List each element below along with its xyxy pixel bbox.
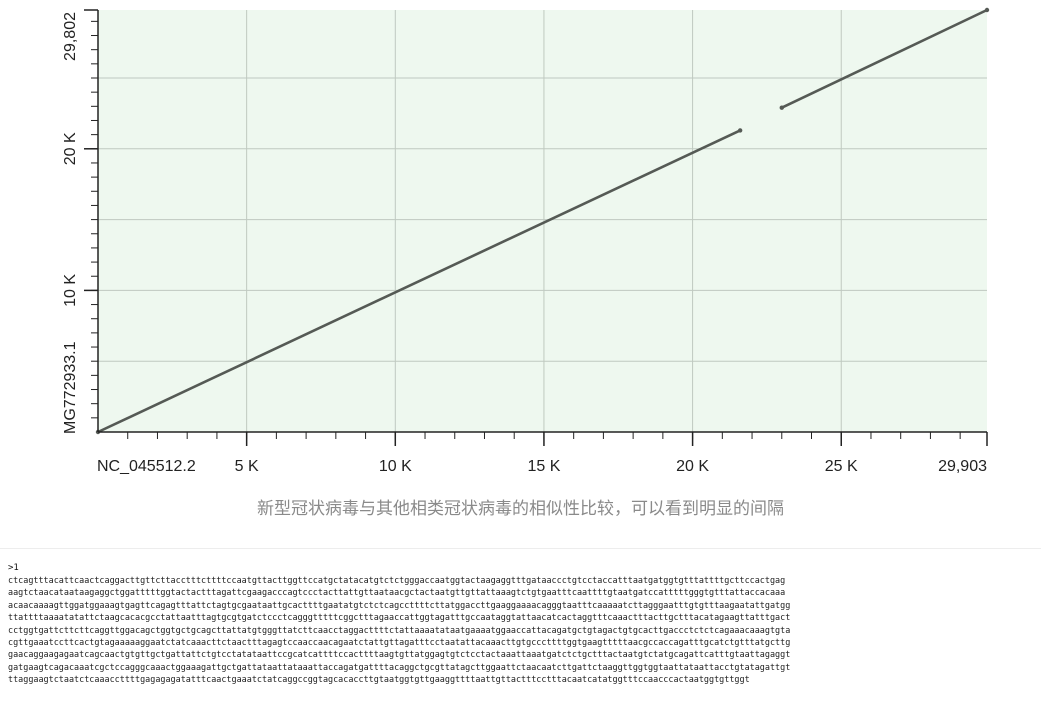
sequence-line: gatgaagtcagacaaatcgctccagggcaaactggaaaga… — [8, 661, 791, 672]
x-tick-label: 25 K — [825, 458, 858, 475]
sequence-line: gaacaggaagagaatcagcaactgtgttgctgattattct… — [8, 649, 791, 660]
sequence-line: acaacaaaagttggatggaaagtgagttcagagtttattc… — [8, 599, 791, 610]
x-tick-label: 5 K — [235, 458, 259, 475]
x-tick-label: 15 K — [527, 458, 560, 475]
y-tick-label: 10 K — [62, 274, 79, 307]
divider — [0, 548, 1041, 549]
y-ticks: 10 K 20 K 29,802 — [62, 9, 98, 419]
alignment-point — [737, 128, 743, 133]
sequence-line: cctggtgattcttcttcaggttggacagctggtgctgcag… — [8, 624, 791, 635]
grid-lines — [98, 10, 987, 432]
dot-plot-chart: 5 K 10 K 15 K 20 K 25 K 29,903 10 K 20 K 29,802… — [62, 7, 990, 475]
alignment-point — [779, 105, 784, 110]
sequence-header: >1 — [8, 563, 19, 573]
figure-caption: 新型冠状病毒与其他相类冠状病毒的相似性比较，可以看到明显的间隔 — [257, 499, 784, 519]
x-axis-title: NC_045512.2 — [97, 458, 196, 475]
alignment-segment — [96, 129, 742, 434]
sequence-line: aagtctaacataataagaggctggatttttggtactactt… — [8, 587, 786, 598]
x-ticks: 5 K 10 K 15 K 20 K 25 K 29,903 — [127, 432, 988, 475]
x-tick-label: 29,903 — [938, 458, 987, 475]
alignment-segment — [780, 8, 989, 110]
series-layer — [95, 7, 990, 435]
x-tick-label: 20 K — [676, 458, 709, 475]
x-tick-label: 10 K — [379, 458, 412, 475]
sequence-line: ttaggaagtctaatctcaaaccttttgagagagatatttc… — [8, 674, 750, 685]
y-tick-label: 29,802 — [62, 12, 79, 61]
alignment-point — [984, 7, 990, 13]
y-axis-title: MG772933.1 — [62, 341, 79, 434]
sequence-line: cgttgaaatccttcactgtagaaaaaggaatctatcaaac… — [8, 637, 791, 648]
sequence-block: >1 ctcagtttacattcaactcaggacttgttcttacctt… — [8, 562, 1038, 686]
y-tick-label: 20 K — [62, 132, 79, 165]
sequence-line: ctcagtttacattcaactcaggacttgttcttacctttct… — [8, 575, 786, 585]
sequence-line: ttattttaaaatatattctaagcacacgcctattaattta… — [8, 612, 791, 623]
